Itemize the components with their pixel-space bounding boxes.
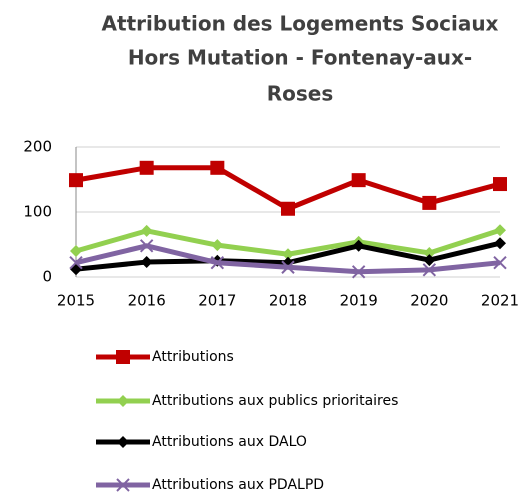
data-point — [422, 263, 437, 277]
data-point — [69, 255, 83, 270]
data-point — [423, 254, 436, 267]
x-tick-label: 2018 — [269, 292, 307, 310]
data-point — [494, 237, 506, 250]
x-tick-label: 2021 — [481, 292, 519, 310]
data-point — [351, 265, 366, 279]
data-point — [494, 224, 506, 237]
chart-title: Roses — [267, 82, 334, 106]
y-tick-label: 200 — [23, 138, 52, 156]
data-point — [70, 263, 82, 276]
data-point — [139, 160, 154, 175]
data-point — [422, 195, 437, 210]
legend-marker — [116, 478, 130, 492]
x-tick-label: 2017 — [198, 292, 236, 310]
data-point — [140, 224, 153, 237]
data-point — [493, 255, 507, 270]
data-point — [423, 246, 436, 259]
data-point — [211, 239, 224, 252]
legend-label: Attributions aux PDALPD — [152, 477, 324, 493]
data-point — [281, 201, 295, 216]
legend-label: Attributions aux DALO — [152, 434, 307, 450]
legend-label: Attributions — [152, 349, 234, 365]
y-tick-label: 100 — [23, 203, 52, 221]
data-point — [139, 239, 154, 253]
data-point — [210, 255, 225, 270]
data-point — [281, 260, 295, 274]
data-point — [351, 173, 366, 188]
legend-marker — [117, 436, 129, 448]
data-point — [493, 177, 507, 192]
chart-title: Hors Mutation - Fontenay-aux- — [128, 46, 472, 70]
legend-label: Attributions aux publics prioritaires — [152, 393, 398, 409]
data-point — [140, 256, 153, 269]
x-tick-label: 2019 — [340, 292, 378, 310]
x-tick-label: 2016 — [128, 292, 166, 310]
data-point — [282, 248, 294, 261]
data-point — [69, 173, 83, 188]
chart-title: Attribution des Logements Sociaux — [102, 12, 499, 36]
data-point — [210, 160, 225, 175]
data-point — [352, 239, 365, 252]
x-tick-label: 2015 — [57, 292, 95, 310]
data-point — [70, 245, 82, 257]
y-tick-label: 0 — [42, 268, 52, 286]
x-tick-label: 2020 — [410, 292, 448, 310]
legend-marker — [116, 350, 130, 364]
legend-marker — [117, 395, 129, 407]
